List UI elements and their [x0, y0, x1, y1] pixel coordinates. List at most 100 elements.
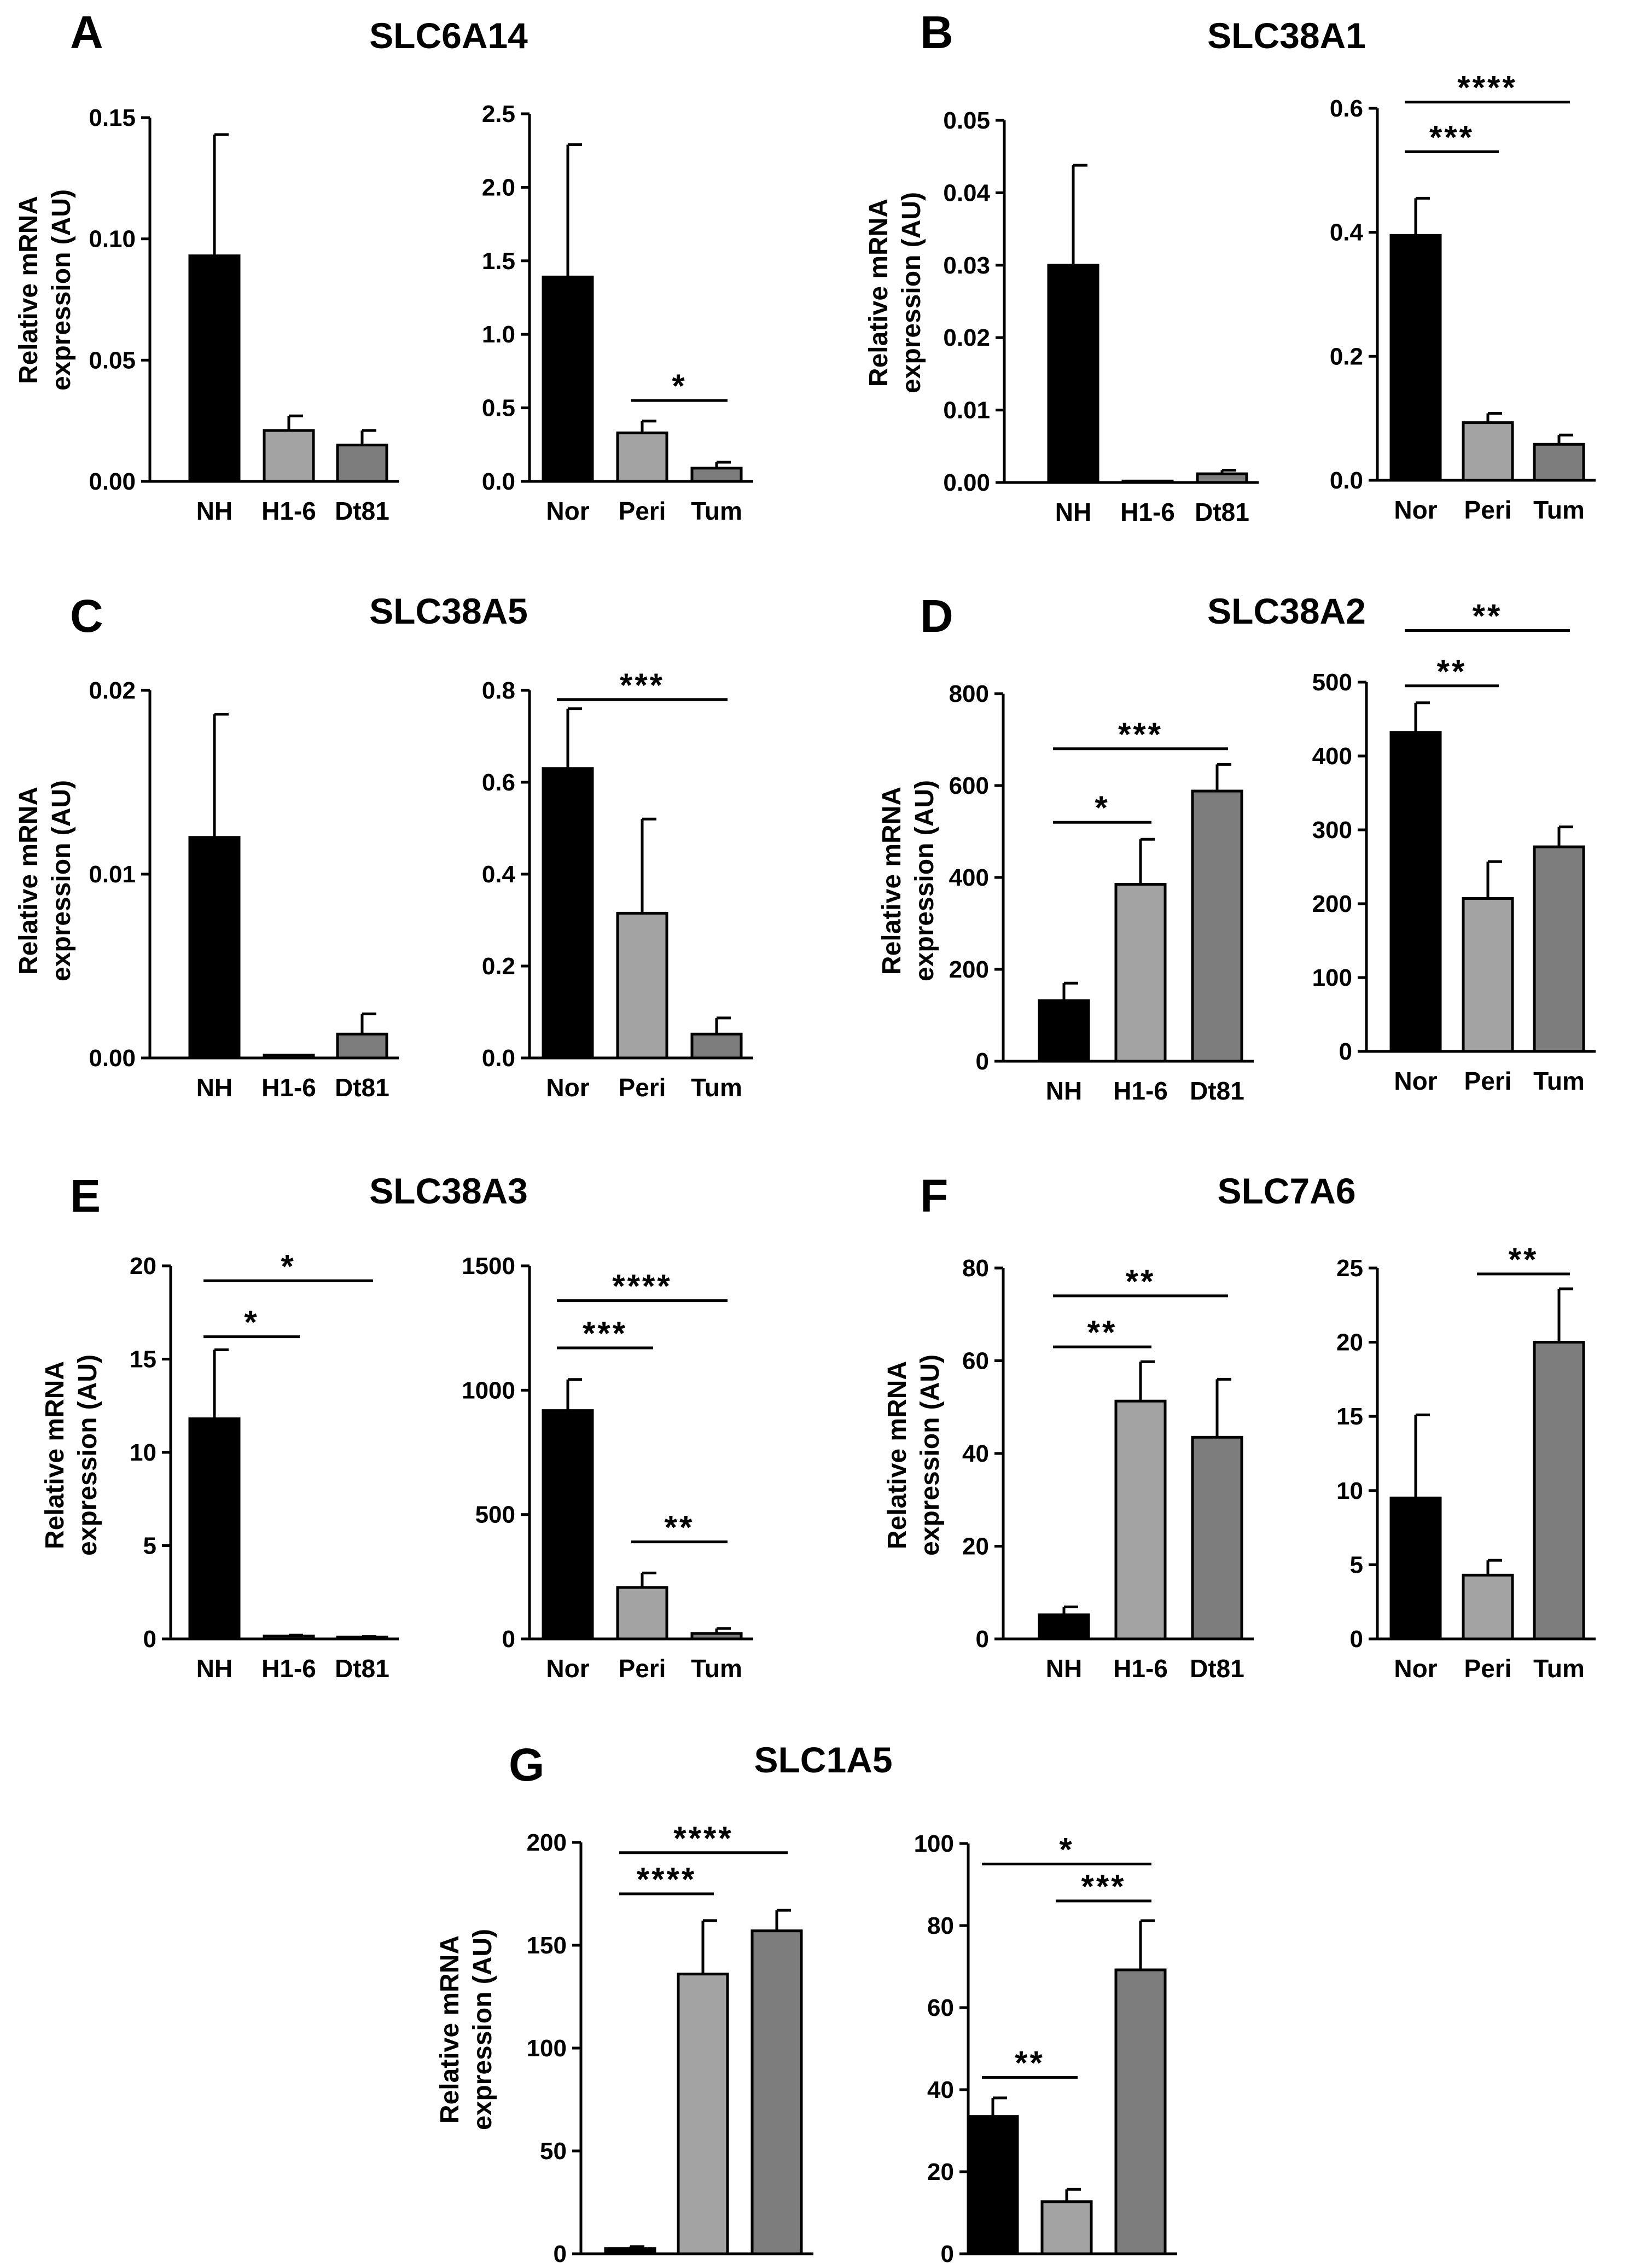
y-tick-label: 100 [1312, 964, 1352, 991]
bar [263, 1054, 315, 1060]
y-tick-label: 200 [1312, 891, 1352, 917]
y-axis-label-line1: Relative mRNA [40, 1361, 69, 1549]
x-tick-label: Nor [1394, 1654, 1437, 1683]
significance-label: ** [1087, 1314, 1118, 1351]
bar [263, 429, 315, 483]
x-tick-label: Tum [691, 1073, 742, 1102]
bar [1389, 1496, 1442, 1641]
y-tick-label: 80 [927, 1912, 954, 1939]
panel-letter: E [70, 1170, 101, 1222]
bar [1191, 1435, 1243, 1641]
panel-title: SLC1A5 [754, 1740, 892, 1780]
x-tick-label: Peri [619, 1654, 666, 1683]
y-tick-label: 0.6 [482, 769, 515, 796]
y-tick-label: 0.0 [1330, 467, 1363, 494]
significance-label: **** [637, 1861, 696, 1898]
x-tick-label: NH [1046, 1077, 1082, 1105]
significance-label: ** [1437, 653, 1467, 690]
y-axis-label-line1: Relative mRNA [883, 1361, 912, 1549]
x-tick-label: H1-6 [261, 1073, 316, 1102]
panel-d: D SLC38A2 Relative mRNA expression (AU) 0 200… [877, 590, 1596, 1105]
x-tick-label: H1-6 [1113, 1654, 1168, 1683]
y-tick-label: 0.8 [482, 677, 515, 704]
y-tick-label: 600 [949, 772, 989, 799]
y-tick-label: 10 [130, 1439, 156, 1466]
significance-label: *** [620, 667, 665, 703]
bar [542, 275, 594, 483]
y-tick-label: 0 [1350, 1626, 1363, 1653]
x-tick-label: Dt81 [1190, 1077, 1244, 1105]
bar [336, 444, 388, 483]
y-tick-label: 100 [527, 2035, 567, 2062]
significance-label: * [244, 1304, 259, 1341]
significance-label: ** [1126, 1263, 1156, 1300]
y-axis-label-line2: expression (AU) [916, 1354, 945, 1556]
significance-label: ** [1015, 2045, 1045, 2081]
y-axis-label-line2: expression (AU) [910, 780, 939, 981]
bar [1038, 1613, 1090, 1641]
panel-e: E SLC38A3 Relative mRNA expression (AU) 0 5 10… [40, 1170, 753, 1683]
y-tick-label: 80 [962, 1255, 989, 1282]
panel-f: F SLC7A6 Relative mRNA expression (AU) 0 20 40… [883, 1170, 1596, 1683]
bar [616, 1586, 668, 1641]
panel-letter: B [920, 7, 953, 58]
y-tick-label: 20 [962, 1533, 989, 1560]
significance-label: * [281, 1248, 295, 1284]
y-axis-label-2: expression (AU) [47, 780, 76, 981]
y-axis-label-2: expression (AU) [897, 192, 926, 393]
y-tick-label: 0.5 [482, 395, 515, 422]
y-tick-label: 1500 [462, 1253, 515, 1280]
bar [336, 1032, 388, 1060]
y-tick-label: 0.03 [943, 252, 990, 279]
bar [1047, 264, 1099, 484]
x-tick-label: Nor [546, 1654, 589, 1683]
y-axis-label-line2: expression (AU) [73, 1354, 102, 1556]
y-axis-label-2: expression (AU) [916, 1354, 945, 1556]
panel-title: SLC7A6 [1217, 1171, 1355, 1211]
x-tick-label: H1-6 [1120, 498, 1175, 526]
x-tick-label: Nor [546, 497, 589, 525]
y-tick-label: 400 [1312, 743, 1352, 770]
significance-label: *** [1118, 716, 1163, 753]
panel-letter: A [70, 7, 103, 58]
significance-label: **** [673, 1820, 733, 1857]
y-tick-label: 5 [1350, 1551, 1363, 1578]
y-axis-label-2: expression (AU) [910, 780, 939, 981]
panel-title: SLC38A3 [369, 1171, 528, 1211]
y-axis-label-2: expression (AU) [73, 1354, 102, 1556]
bar [542, 767, 594, 1060]
bar [1114, 1399, 1167, 1641]
y-tick-label: 1.0 [482, 321, 515, 348]
y-tick-label: 0.00 [89, 1045, 136, 1072]
bar [1114, 1968, 1167, 2255]
bar [1462, 897, 1514, 1053]
panel-letter: F [920, 1170, 948, 1222]
y-tick-label: 1.5 [482, 248, 515, 275]
y-axis-label-line1: Relative mRNA [14, 196, 43, 384]
x-tick-label: Nor [1394, 496, 1437, 524]
bar [542, 1409, 594, 1641]
y-tick-label: 1000 [462, 1377, 515, 1404]
y-tick-label: 40 [962, 1440, 989, 1467]
y-tick-label: 10 [1336, 1478, 1363, 1504]
panel-letter: C [70, 590, 103, 642]
significance-label: * [672, 368, 686, 404]
y-axis-label: Relative mRNA [14, 787, 43, 975]
y-tick-label: 0.4 [482, 861, 516, 888]
bar [1462, 421, 1514, 482]
x-tick-label: Nor [546, 1073, 589, 1102]
y-axis-label-line1: Relative mRNA [877, 787, 906, 975]
significance-label: *** [1081, 1868, 1126, 1905]
subplot-tissues: 020406080100NorPeriTum****** [914, 1830, 1177, 2267]
y-tick-label: 0 [502, 1626, 515, 1653]
significance-label: *** [1429, 119, 1474, 155]
x-tick-label: Peri [1464, 496, 1512, 524]
subplot-cell-lines: 0 5 10 15 20 NH H1-6 Dt81 * * [130, 1248, 399, 1683]
y-tick-label: 200 [527, 1829, 567, 1856]
x-tick-label: Dt81 [1195, 498, 1249, 526]
y-axis-label: Relative mRNA [877, 787, 906, 975]
x-tick-label: Dt81 [1190, 1654, 1244, 1683]
